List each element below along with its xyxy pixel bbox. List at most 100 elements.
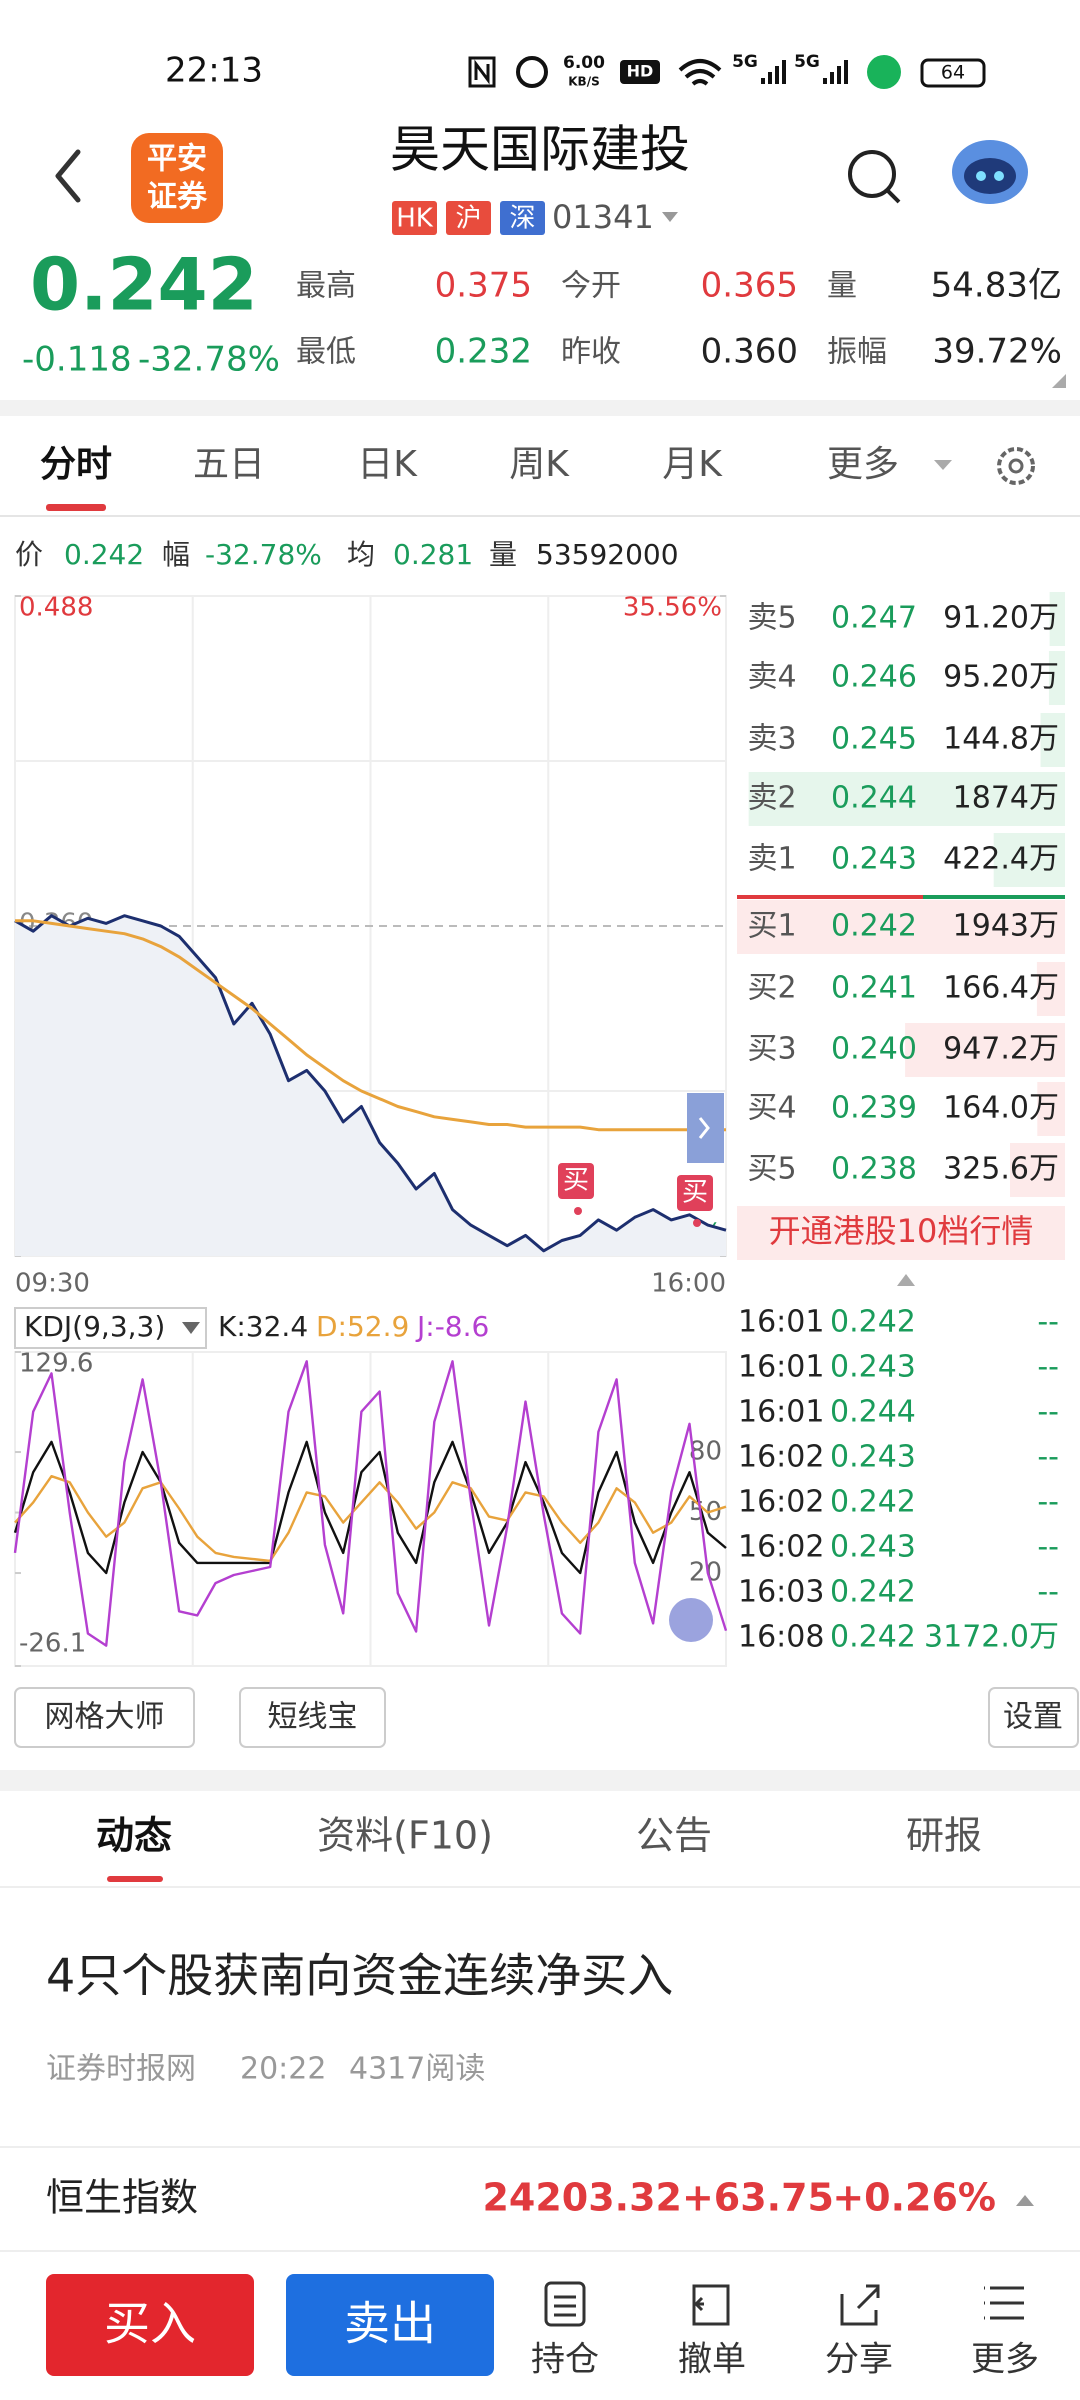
buy-button[interactable]: [46, 2274, 254, 2376]
action-label[interactable]: 撤单: [678, 2340, 746, 2380]
legend-entry: D:52.9: [316, 1310, 409, 1343]
book-level: 卖2: [747, 781, 796, 816]
volume-bar: [1049, 592, 1065, 646]
info-label: 均: [347, 538, 375, 571]
sell-button[interactable]: [286, 2274, 494, 2376]
volume-bar: [1048, 651, 1065, 705]
trade-volume: 3172.0万: [924, 1620, 1059, 1655]
y-tick-label: -26.1: [19, 1629, 86, 1659]
trade-volume: --: [1037, 1395, 1059, 1430]
tool-button[interactable]: [14, 1687, 195, 1748]
volume-bar: [1037, 1082, 1065, 1136]
action-label[interactable]: 更多: [971, 2340, 1039, 2380]
stock-name: 昊天国际建投: [390, 121, 690, 179]
buy-marker-dot: [574, 1207, 582, 1215]
book-volume: 95.20万: [943, 660, 1059, 695]
book-level: 卖4: [747, 660, 796, 695]
buy-marker: [677, 1175, 713, 1211]
y-tick-label: 129.6: [19, 1349, 93, 1379]
content-tab[interactable]: 动态: [96, 1814, 172, 1858]
series-line: [14, 914, 727, 1253]
volume-bar: [1010, 1143, 1065, 1197]
upgrade-text[interactable]: 开通港股10档行情: [769, 1212, 1034, 1250]
stat-value: 54.83亿: [931, 266, 1062, 306]
tool-label[interactable]: 网格大师: [45, 1700, 165, 1735]
content-tab[interactable]: 研报: [906, 1814, 982, 1858]
chart-tab[interactable]: 更多: [827, 444, 899, 485]
chart-tab[interactable]: 月K: [662, 444, 723, 485]
buy-label[interactable]: 买入: [104, 2297, 196, 2351]
news-reads: 4317阅读: [349, 2052, 485, 2087]
trade-time: 16:08: [738, 1620, 824, 1655]
market-tag-label: HK: [396, 204, 434, 234]
news-title[interactable]: 4只个股获南向资金连续净买入: [46, 1949, 673, 2003]
logo: [131, 133, 223, 223]
info-value: 0.242: [64, 538, 144, 571]
sell-label[interactable]: 卖出: [344, 2297, 436, 2351]
price-area: [15, 915, 726, 1256]
legend-entry: J:-8.6: [415, 1310, 489, 1343]
stat-value: 39.72%: [932, 332, 1062, 372]
book-price: 0.247: [831, 601, 917, 636]
chart-expand-handle[interactable]: [687, 1093, 724, 1163]
back-button[interactable]: [55, 149, 81, 203]
chart-resize[interactable]: [669, 1598, 713, 1642]
y2-tick-label: 35.56%: [623, 593, 722, 623]
info-label: 价: [15, 538, 43, 571]
signal-bar: [837, 66, 841, 84]
code-dropdown[interactable]: [662, 212, 678, 222]
search-button[interactable]: [848, 150, 896, 198]
stat-label: 量: [827, 269, 857, 304]
trade-volume: --: [1037, 1485, 1059, 1520]
content-tab-indicator: [107, 1876, 163, 1882]
stat-value: 0.365: [701, 266, 798, 306]
settings-gear-center: [1008, 458, 1024, 474]
content-tab[interactable]: 公告: [636, 1814, 712, 1858]
indicator-dropdown: [182, 1322, 200, 1334]
signal-bar: [761, 78, 765, 84]
book-level: 买3: [747, 1032, 796, 1067]
separator: [0, 400, 1080, 416]
signal-bar: [830, 72, 834, 84]
status-speed-unit: KB/S: [568, 75, 599, 89]
action-label[interactable]: 持仓: [531, 2340, 599, 2380]
trades-collapse[interactable]: [897, 1274, 915, 1286]
book-price: 0.238: [831, 1152, 917, 1187]
chart-tab[interactable]: 周K: [509, 444, 570, 485]
tool-button[interactable]: [239, 1687, 386, 1748]
upgrade-banner[interactable]: [737, 1206, 1065, 1260]
hd-badge: [620, 60, 660, 84]
chart-tab[interactable]: 日K: [357, 444, 418, 485]
content-tab[interactable]: 资料(F10): [317, 1814, 493, 1858]
market-tag: [392, 201, 437, 235]
trade-price: 0.242: [830, 1305, 916, 1340]
trade-price: 0.243: [830, 1440, 916, 1475]
chart-tab[interactable]: 分时: [40, 444, 112, 485]
action-label[interactable]: 分享: [825, 2340, 893, 2380]
last-price: 0.242: [30, 243, 258, 327]
signal-bar: [782, 60, 786, 84]
tool-label[interactable]: 短线宝: [268, 1700, 358, 1735]
stat-value: 0.375: [435, 266, 532, 306]
signal-label: 5G: [732, 52, 758, 72]
more-dropdown[interactable]: [934, 460, 952, 470]
share-icon: [840, 2284, 880, 2326]
cancel-icon: [692, 2284, 730, 2326]
hd-label: HD: [627, 62, 654, 81]
news-source: 证券时报网: [46, 2052, 196, 2087]
more-icon: [984, 2286, 1024, 2320]
wifi-icon: [678, 59, 722, 86]
market-tag: [446, 201, 491, 235]
indicator-selector[interactable]: [14, 1307, 207, 1349]
book-level: 卖3: [747, 722, 796, 757]
settings-button[interactable]: 设置: [1003, 1700, 1063, 1735]
assistant-face: [964, 158, 1016, 194]
corner-mark: [1052, 374, 1066, 388]
book-price: 0.244: [831, 781, 917, 816]
chart-tab[interactable]: 五日: [193, 444, 265, 485]
index-expand[interactable]: [1016, 2195, 1034, 2206]
settings-gear[interactable]: [997, 447, 1035, 485]
price-change: -0.118: [22, 340, 132, 380]
trade-volume: --: [1037, 1530, 1059, 1565]
buy-marker-label: 买: [682, 1178, 708, 1208]
